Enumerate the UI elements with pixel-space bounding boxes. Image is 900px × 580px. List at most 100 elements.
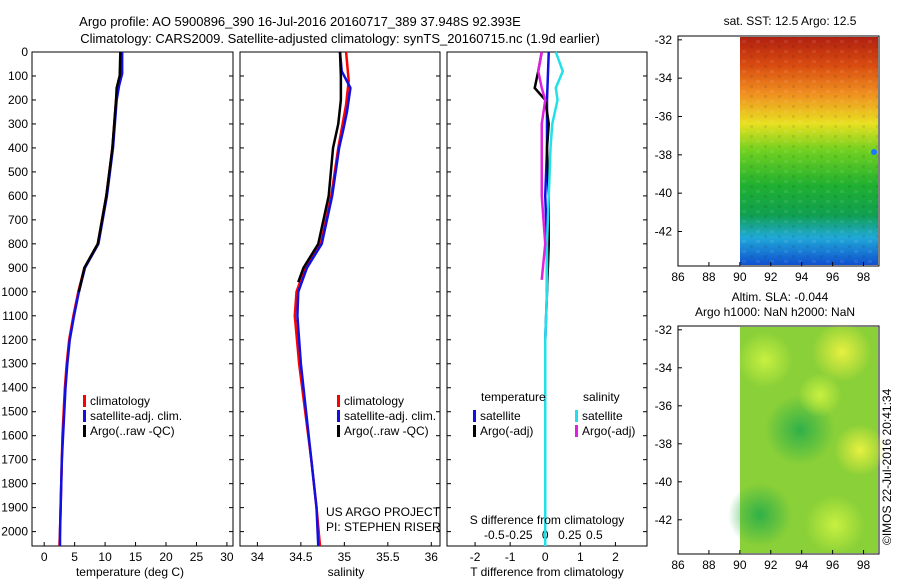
legend-label: satellite-adj. clim. [90, 409, 182, 423]
map-y-tick-label: -38 [655, 148, 673, 162]
legend-swatch [337, 395, 340, 407]
y-tick-label: 500 [8, 165, 28, 179]
y-tick-label: 700 [8, 213, 28, 227]
x-tick-label: 5 [71, 550, 78, 564]
map-x-tick-label: 88 [702, 270, 716, 284]
x2-tick-label: 0.5 [586, 528, 603, 542]
legend-label: Argo(-adj) [480, 424, 533, 438]
map-y-tick-label: -34 [655, 361, 673, 375]
x-tick-label: 10 [98, 550, 112, 564]
sla-blob [812, 322, 872, 382]
map-x-tick-label: 96 [826, 558, 840, 572]
sla-map-axes: 86 88 90 92 94 96 98 -32 -34 -36 -38 -40 -42 [655, 323, 871, 572]
legend-label: climatology [344, 394, 404, 408]
map-x-tick-label: 88 [702, 558, 716, 572]
y-tick-label: 300 [8, 117, 28, 131]
map-x-tick-label: 94 [795, 270, 809, 284]
map-y-tick-label: -40 [655, 475, 673, 489]
map-x-tick-label: 90 [733, 270, 747, 284]
legend-swatch [83, 425, 86, 437]
legend-swatch [337, 425, 340, 437]
map-x-tick-label: 90 [733, 558, 747, 572]
legend-label: satellite [480, 409, 521, 423]
series-line-0 [293, 51, 350, 547]
legend-swatch [575, 410, 578, 422]
legend-label: satellite [582, 409, 623, 423]
x-tick-label: 0 [41, 550, 48, 564]
map-x-tick-label: 98 [857, 558, 871, 572]
salinity-panel: 34 34.5 35 35.5 36 climatologysatellite-adj. … [239, 51, 441, 564]
temperature-xlabel: temperature (deg C) [76, 565, 184, 579]
sla-blob [798, 373, 842, 417]
x-tick-label: 34 [251, 550, 265, 564]
legend-swatch [473, 425, 476, 437]
salinity-footer-line1: US ARGO PROJECT [326, 505, 441, 519]
y-tick-label: 1200 [1, 333, 28, 347]
x-tick-label: 35.5 [376, 550, 400, 564]
sst-map-title: sat. SST: 12.5 Argo: 12.5 [724, 14, 857, 28]
plot-frame [31, 51, 234, 547]
map-x-tick-label: 86 [671, 558, 685, 572]
map-y-tick-label: -34 [655, 71, 673, 85]
legend-label: climatology [90, 394, 150, 408]
x2-tick-label: 0.25 [558, 528, 582, 542]
series-line-1 [296, 51, 352, 547]
figure-title-line2: Climatology: CARS2009. Satellite-adjuste… [80, 31, 600, 46]
map-y-tick-label: -32 [655, 323, 673, 337]
y-tick-label: 1600 [1, 429, 28, 443]
legend-label: Argo(-adj) [582, 424, 635, 438]
y-tick-label: 1900 [1, 501, 28, 515]
series-line-2 [77, 51, 122, 293]
legend-swatch [473, 410, 476, 422]
x-tick-label: -2 [470, 550, 481, 564]
x-tick-label: -1 [505, 550, 516, 564]
x-tick-label: 20 [159, 550, 173, 564]
figure-title-line1: Argo profile: AO 5900896_390 16-Jul-2016… [79, 14, 521, 29]
y-tick-label: 600 [8, 189, 28, 203]
x2-tick-label: -0.25 [505, 528, 533, 542]
y-tick-label: 0 [21, 45, 28, 59]
y-tick-label: 1500 [1, 405, 28, 419]
difference-xlabel-salinity: S difference from climatology [470, 513, 625, 527]
map-y-tick-label: -32 [655, 33, 673, 47]
y-tick-label: 1100 [2, 309, 28, 323]
map-x-tick-label: 96 [826, 270, 840, 284]
map-x-tick-label: 92 [764, 270, 778, 284]
sla-map-subtitle: Argo h1000: NaN h2000: NaN [695, 305, 855, 319]
sla-blob [737, 332, 793, 388]
legend-label: satellite-adj. clim. [344, 409, 436, 423]
legend-label: Argo(..raw -QC) [90, 424, 175, 438]
x-tick-label: 34.5 [289, 550, 313, 564]
series-line-0 [58, 52, 123, 547]
y-tick-label: 100 [8, 69, 28, 83]
map-x-tick-label: 98 [857, 270, 871, 284]
legend-header: temperature [481, 390, 546, 404]
y-tick-label: 2000 [1, 525, 28, 539]
y-tick-label: 800 [8, 237, 28, 251]
y-tick-label: 1400 [1, 381, 28, 395]
sla-blob [805, 495, 865, 555]
temperature-panel: 0 5 10 15 20 25 300100200300400500600700800900… [1, 45, 234, 564]
map-x-tick-label: 92 [764, 558, 778, 572]
y-tick-label: 1800 [1, 477, 28, 491]
y-tick-label: 1700 [1, 453, 28, 467]
map-y-tick-label: -40 [655, 186, 673, 200]
x-tick-label: 2 [612, 550, 619, 564]
sst-map-texture [740, 37, 878, 265]
legend-header: salinity [583, 390, 620, 404]
imos-timestamp: ©IMOS 22-Jul-2016 20:41:34 [880, 388, 894, 545]
series-line-2 [297, 51, 343, 283]
x-tick-label: 30 [220, 550, 234, 564]
legend-swatch [83, 410, 86, 422]
sla-blob [834, 424, 886, 476]
series-line-3 [536, 51, 547, 280]
map-y-tick-label: -36 [655, 399, 673, 413]
sla-map-panel: Altim. SLA: -0.044 Argo h1000: NaN h2000… [677, 290, 886, 555]
x-tick-label: 36 [425, 550, 439, 564]
sst-map-axes: 86 88 90 92 94 96 98 -32 -34 -36 -38 -40 -42 [655, 33, 871, 284]
x-tick-label: 1 [577, 550, 584, 564]
y-tick-label: 900 [8, 261, 28, 275]
x2-tick-label: -0.5 [484, 528, 505, 542]
